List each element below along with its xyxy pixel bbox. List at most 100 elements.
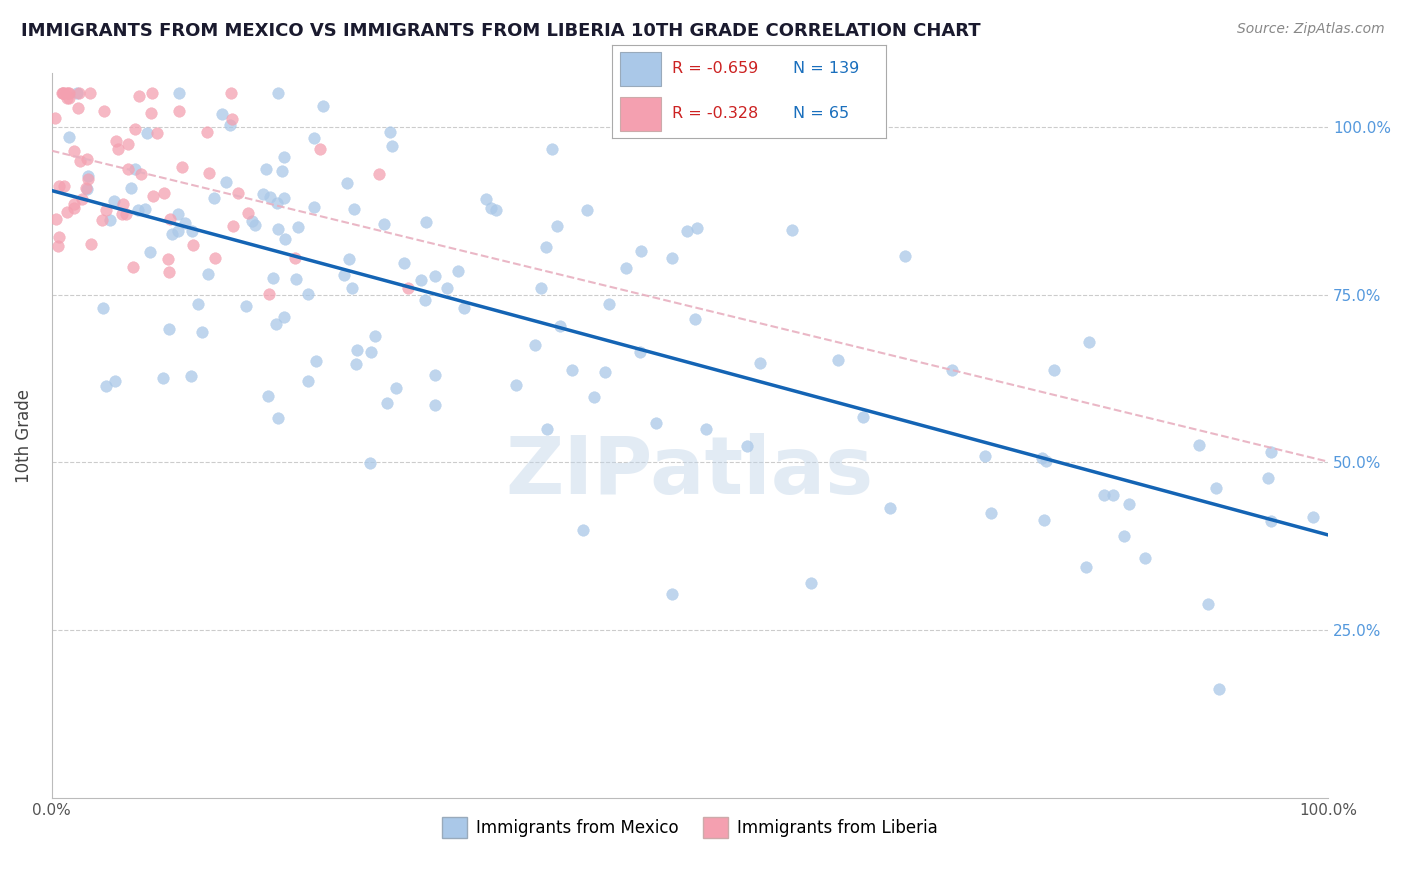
Point <box>62 197 84 211</box>
Point <box>174 216 197 230</box>
Point <box>1118 496 1140 510</box>
Point <box>505 378 527 392</box>
Point <box>1032 514 1054 528</box>
Point <box>336 176 359 190</box>
Point <box>169 103 191 118</box>
Point <box>1302 509 1324 524</box>
Point <box>302 130 325 145</box>
Point <box>195 125 218 139</box>
Point <box>453 301 475 315</box>
Point <box>297 287 319 301</box>
Point <box>343 202 366 216</box>
Point <box>411 273 433 287</box>
Point <box>93 103 115 118</box>
FancyBboxPatch shape <box>620 97 661 131</box>
Point <box>284 272 307 286</box>
Point <box>980 506 1002 520</box>
Point <box>63 201 86 215</box>
Point <box>283 252 305 266</box>
Point <box>852 410 875 425</box>
Point <box>166 224 188 238</box>
Point <box>1035 454 1057 468</box>
Point <box>46 239 69 253</box>
Point <box>447 264 470 278</box>
Point <box>273 150 295 164</box>
Point <box>879 501 901 516</box>
Point <box>364 329 387 343</box>
Point <box>221 219 243 234</box>
Point <box>56 205 79 219</box>
Point <box>267 411 290 425</box>
Point <box>58 86 80 100</box>
Point <box>1197 597 1219 611</box>
Point <box>630 244 652 259</box>
Point <box>425 398 447 412</box>
Text: ZIPatlas: ZIPatlas <box>506 433 875 511</box>
Point <box>94 203 117 218</box>
Point <box>90 212 112 227</box>
Point <box>80 237 103 252</box>
Point <box>271 164 294 178</box>
Point <box>973 449 995 463</box>
Point <box>380 125 402 139</box>
Point <box>1133 550 1156 565</box>
FancyBboxPatch shape <box>620 52 661 86</box>
Point <box>534 240 557 254</box>
Point <box>129 167 152 181</box>
Point <box>128 89 150 103</box>
Point <box>242 213 264 227</box>
Point <box>77 171 100 186</box>
Point <box>748 356 770 370</box>
Point <box>695 422 717 436</box>
Point <box>243 218 266 232</box>
Point <box>167 86 190 100</box>
Point <box>344 357 367 371</box>
Point <box>55 86 77 100</box>
Point <box>94 379 117 393</box>
Point <box>423 269 446 284</box>
Point <box>136 127 159 141</box>
Point <box>340 281 363 295</box>
Point <box>254 161 277 176</box>
Point <box>66 86 89 100</box>
Point <box>1112 529 1135 543</box>
Point <box>827 352 849 367</box>
Point <box>235 299 257 313</box>
Point <box>180 369 202 384</box>
Point <box>894 249 917 263</box>
Point <box>287 219 309 234</box>
Point <box>302 200 325 214</box>
Point <box>141 86 163 100</box>
Point <box>415 214 437 228</box>
Text: R = -0.659: R = -0.659 <box>672 62 758 77</box>
Point <box>204 191 226 205</box>
Point <box>1076 559 1098 574</box>
Text: Source: ZipAtlas.com: Source: ZipAtlas.com <box>1237 22 1385 37</box>
Point <box>111 197 134 211</box>
Point <box>683 312 706 326</box>
Point <box>475 193 498 207</box>
Point <box>204 251 226 265</box>
Point <box>423 368 446 382</box>
Point <box>309 142 332 156</box>
Point <box>1260 445 1282 459</box>
Point <box>103 194 125 208</box>
Point <box>359 456 381 470</box>
Point <box>346 343 368 358</box>
Point <box>236 206 259 220</box>
Point <box>104 374 127 388</box>
Point <box>394 256 416 270</box>
Point <box>1077 335 1099 350</box>
Point <box>252 187 274 202</box>
Point <box>396 281 419 295</box>
Point <box>63 144 86 158</box>
Point <box>134 202 156 216</box>
Point <box>56 91 79 105</box>
Point <box>98 212 121 227</box>
Point <box>117 136 139 151</box>
Point <box>226 186 249 201</box>
Point <box>215 175 238 189</box>
Point <box>52 86 75 100</box>
Point <box>67 86 90 100</box>
Point <box>262 271 284 285</box>
